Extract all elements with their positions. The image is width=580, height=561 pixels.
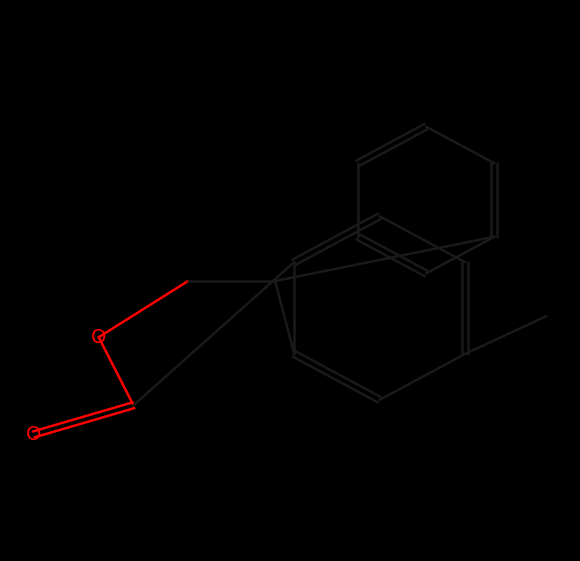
Text: O: O: [26, 425, 41, 444]
Text: O: O: [91, 328, 106, 347]
